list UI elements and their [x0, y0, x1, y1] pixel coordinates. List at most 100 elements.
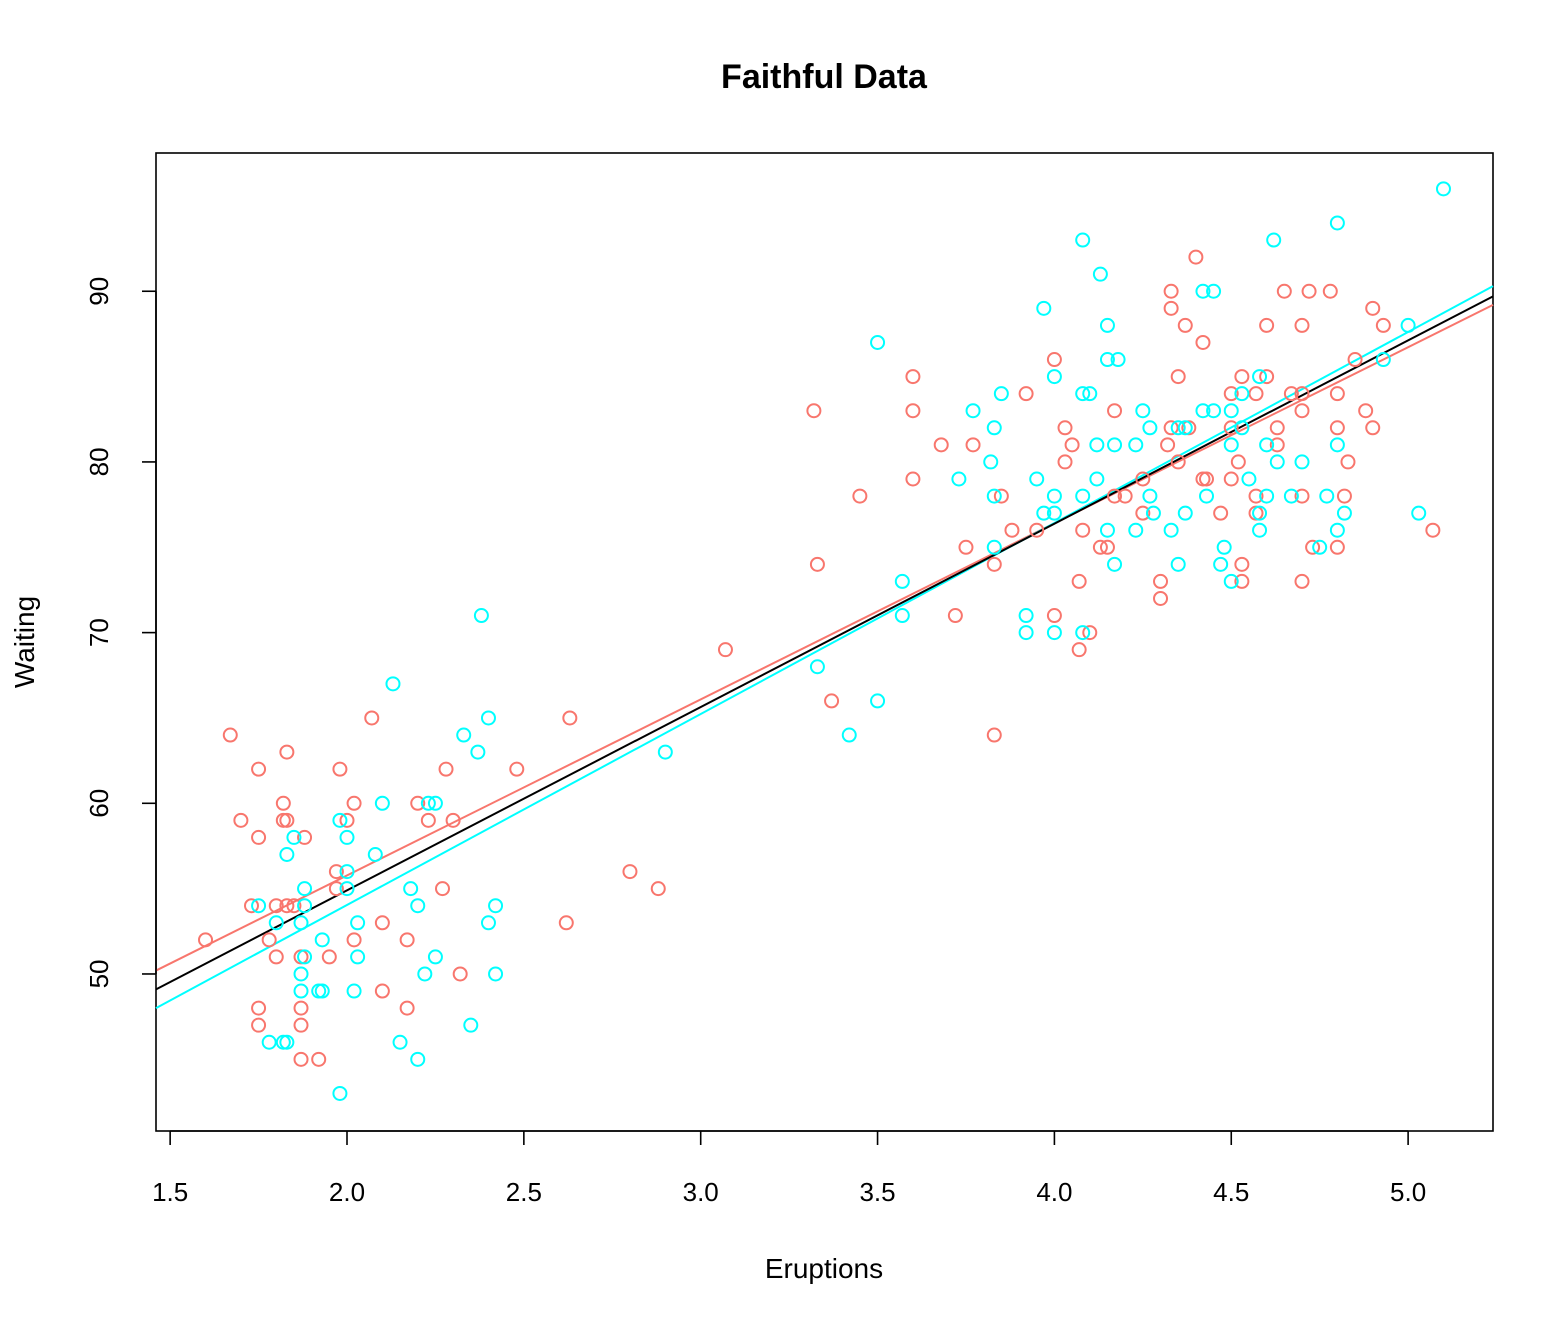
- data-point-series-1: [965, 437, 981, 453]
- data-point-series-2: [1294, 454, 1310, 470]
- data-point-series-1: [251, 1000, 267, 1016]
- data-point-series-2: [314, 983, 330, 999]
- data-point-series-1: [1163, 283, 1179, 299]
- data-point-series-1: [1177, 317, 1193, 333]
- data-point-series-2: [1266, 232, 1282, 248]
- data-point-series-1: [558, 915, 574, 931]
- data-point-series-1: [268, 898, 284, 914]
- data-point-series-2: [1283, 488, 1299, 504]
- data-point-series-1: [1199, 471, 1214, 487]
- chart-title: Faithful Data: [721, 58, 928, 96]
- data-point-series-1: [947, 608, 963, 624]
- data-point-series-2: [293, 983, 309, 999]
- data-point-series-1: [328, 881, 344, 897]
- data-point-series-2: [870, 693, 886, 709]
- data-point-series-2: [410, 898, 426, 914]
- data-point-series-1: [562, 710, 578, 726]
- data-point-series-2: [1269, 454, 1285, 470]
- data-point-series-2: [1223, 573, 1239, 589]
- data-point-series-2: [1241, 471, 1257, 487]
- data-point-series-2: [986, 488, 1002, 504]
- data-point-series-1: [1163, 420, 1179, 436]
- data-point-series-2: [1107, 556, 1123, 572]
- data-point-series-1: [279, 812, 295, 828]
- data-point-series-1: [328, 864, 344, 880]
- data-point-series-1: [1269, 437, 1285, 453]
- data-point-series-2: [339, 881, 355, 897]
- data-point-series-1: [1269, 420, 1285, 436]
- data-point-series-1: [1004, 522, 1020, 538]
- data-point-series-2: [297, 949, 313, 965]
- data-point-series-2: [1107, 437, 1123, 453]
- data-point-series-2: [297, 881, 313, 897]
- data-point-series-1: [1029, 522, 1045, 538]
- data-point-series-1: [364, 710, 380, 726]
- x-tick-label: 3.5: [859, 1177, 895, 1207]
- data-point-series-1: [261, 932, 277, 948]
- data-point-series-2: [1312, 539, 1328, 555]
- data-point-series-2: [332, 1085, 348, 1101]
- data-point-series-2: [1142, 420, 1158, 436]
- x-tick-label: 4.0: [1036, 1177, 1072, 1207]
- data-point-series-2: [1252, 505, 1268, 521]
- data-point-series-1: [1213, 505, 1229, 521]
- data-point-series-1: [399, 932, 415, 948]
- data-point-series-2: [894, 608, 910, 624]
- data-point-series-1: [1294, 573, 1310, 589]
- data-point-series-2: [470, 744, 486, 760]
- data-point-series-1: [806, 403, 822, 419]
- data-point-series-2: [1135, 403, 1151, 419]
- data-point-series-1: [339, 812, 355, 828]
- data-point-series-2: [983, 454, 999, 470]
- x-tick-label: 4.5: [1213, 1177, 1249, 1207]
- data-point-series-1: [1294, 317, 1310, 333]
- data-point-series-1: [1223, 386, 1239, 402]
- data-point-series-1: [346, 795, 362, 811]
- data-point-series-1: [286, 898, 302, 914]
- data-point-series-2: [1046, 625, 1062, 641]
- data-point-series-2: [1036, 505, 1052, 521]
- data-point-series-2: [1142, 488, 1158, 504]
- data-point-series-1: [420, 812, 436, 828]
- data-point-series-2: [1216, 539, 1232, 555]
- regression-line-1: [155, 304, 1494, 972]
- regression-line-3: [155, 295, 1494, 991]
- data-point-series-1: [321, 949, 337, 965]
- data-point-series-1: [410, 795, 426, 811]
- data-point-series-2: [1128, 522, 1144, 538]
- data-point-series-1: [311, 1051, 327, 1067]
- data-point-series-1: [1135, 505, 1151, 521]
- data-point-series-1: [297, 829, 313, 845]
- data-point-series-2: [314, 932, 330, 948]
- x-axis: 1.5 2.0 2.5 3.0 3.5 4.0 4.5 5.0: [152, 1130, 1426, 1207]
- data-point-series-1: [905, 369, 921, 385]
- data-point-series-2: [657, 744, 673, 760]
- data-point-series-1: [509, 761, 525, 777]
- data-point-series-1: [251, 829, 267, 845]
- data-point-series-2: [293, 966, 309, 982]
- data-point-series-2: [1110, 352, 1126, 368]
- data-point-series-2: [463, 1017, 479, 1033]
- data-point-series-2: [339, 829, 355, 845]
- data-point-series-1: [293, 1000, 309, 1016]
- data-point-series-2: [1195, 403, 1211, 419]
- data-point-series-1: [622, 864, 638, 880]
- data-point-series-2: [286, 829, 302, 845]
- data-point-series-2: [1319, 488, 1335, 504]
- data-point-series-1: [1153, 573, 1169, 589]
- data-point-series-2: [1092, 266, 1108, 282]
- data-point-series-1: [1075, 522, 1091, 538]
- data-point-series-1: [1107, 488, 1123, 504]
- data-point-series-1: [279, 744, 295, 760]
- data-point-series-1: [1153, 590, 1169, 606]
- data-point-series-1: [1358, 403, 1374, 419]
- data-points: [198, 181, 1451, 1101]
- data-point-series-2: [809, 659, 825, 675]
- data-point-series-1: [222, 727, 238, 743]
- data-point-series-2: [279, 846, 295, 862]
- data-point-series-1: [244, 898, 259, 914]
- data-point-series-2: [1128, 437, 1144, 453]
- data-point-series-1: [1099, 539, 1115, 555]
- data-point-series-2: [1163, 522, 1179, 538]
